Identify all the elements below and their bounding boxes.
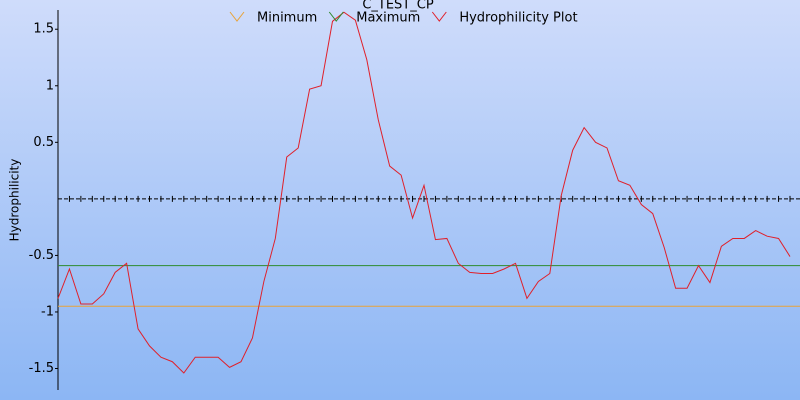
y-tick-label: -1.5: [29, 361, 54, 376]
legend-icon: [431, 11, 447, 22]
data-line: [57, 11, 791, 374]
y-tick-label: 0.5: [33, 135, 54, 150]
y-tick-label: -1: [41, 304, 54, 319]
legend-label: Minimum: [257, 11, 317, 26]
legend-label: Maximum: [356, 11, 420, 26]
y-tick-label: 1: [46, 78, 54, 93]
legend-label: Hydrophilicity Plot: [459, 11, 577, 26]
y-tick-label: 1.5: [33, 22, 54, 37]
y-axis-label: Hydrophilicity: [8, 159, 22, 242]
chart-title: C_TEST_CP: [362, 0, 434, 13]
legend-icon: [328, 11, 344, 22]
y-tick-label: -0.5: [29, 248, 54, 263]
legend-icon: [229, 11, 245, 22]
